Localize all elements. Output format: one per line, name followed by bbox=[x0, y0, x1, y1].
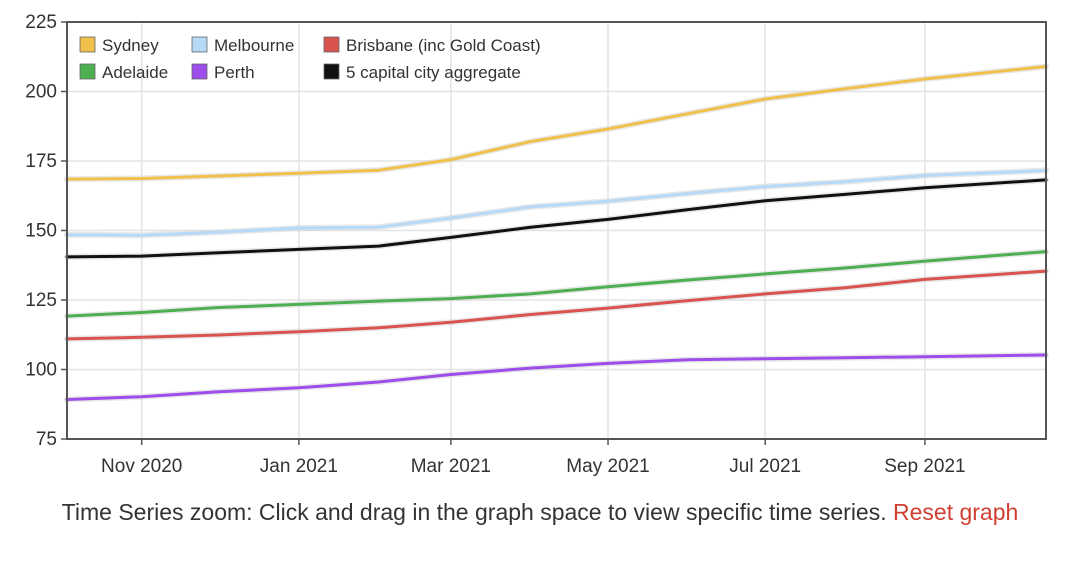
legend: Sydney Melbourne Brisbane (inc Gold Coast)… bbox=[79, 36, 541, 82]
legend-item[interactable]: Brisbane (inc Gold Coast) bbox=[323, 36, 541, 55]
zoom-instructions: Time Series zoom: Click and drag in the … bbox=[0, 494, 1080, 530]
y-tick-label: 150 bbox=[25, 221, 57, 242]
legend-label: Perth bbox=[214, 63, 255, 82]
legend-swatch bbox=[323, 36, 340, 53]
legend-swatch bbox=[191, 36, 208, 53]
y-tick-label: 75 bbox=[36, 429, 57, 450]
y-tick-label: 225 bbox=[25, 12, 57, 33]
zoom-instructions-text: Time Series zoom: Click and drag in the … bbox=[61, 499, 893, 525]
legend-swatch bbox=[79, 63, 96, 80]
y-tick-label: 175 bbox=[25, 151, 57, 172]
x-tick-label: Nov 2020 bbox=[101, 456, 182, 477]
series-line-brisbane-inc-gold-coast bbox=[65, 269, 1048, 341]
time-series-chart[interactable]: 75 100 125 150 175 200 225 Nov 2020 Jan 2021 Mar… bbox=[0, 0, 1080, 494]
legend-item[interactable]: Sydney bbox=[79, 36, 159, 55]
y-tick-label: 200 bbox=[25, 82, 57, 103]
series-lines bbox=[64, 63, 1049, 403]
series-line-5-capital-city-aggregate bbox=[65, 178, 1048, 259]
series-line-shadow bbox=[64, 176, 1049, 260]
legend-label: Brisbane (inc Gold Coast) bbox=[346, 36, 541, 55]
legend-swatch bbox=[191, 63, 208, 80]
series-line-melbourne bbox=[65, 169, 1048, 237]
legend-label: Adelaide bbox=[102, 63, 168, 82]
legend-item[interactable]: 5 capital city aggregate bbox=[323, 63, 521, 82]
x-tick-label: Sep 2021 bbox=[884, 456, 965, 477]
y-tick-label: 125 bbox=[25, 290, 57, 311]
legend-item[interactable]: Perth bbox=[191, 63, 255, 82]
legend-label: Sydney bbox=[102, 36, 159, 55]
x-tick-label: Jan 2021 bbox=[260, 456, 338, 477]
y-axis: 75 100 125 150 175 200 225 bbox=[25, 12, 67, 450]
legend-label: Melbourne bbox=[214, 36, 294, 55]
legend-swatch bbox=[323, 63, 340, 80]
legend-swatch bbox=[79, 36, 96, 53]
x-tick-label: Jul 2021 bbox=[729, 456, 801, 477]
legend-item[interactable]: Adelaide bbox=[79, 63, 168, 82]
legend-item[interactable]: Melbourne bbox=[191, 36, 294, 55]
series-line-adelaide bbox=[65, 250, 1048, 318]
reset-graph-link[interactable]: Reset graph bbox=[893, 499, 1019, 525]
y-tick-label: 100 bbox=[25, 360, 57, 381]
x-tick-label: May 2021 bbox=[566, 456, 649, 477]
legend-label: 5 capital city aggregate bbox=[346, 63, 521, 82]
series-line-perth bbox=[65, 353, 1048, 401]
series-line-sydney bbox=[65, 65, 1048, 181]
x-tick-label: Mar 2021 bbox=[411, 456, 491, 477]
x-axis: Nov 2020 Jan 2021 Mar 2021 May 2021 Jul 2021… bbox=[101, 439, 966, 477]
